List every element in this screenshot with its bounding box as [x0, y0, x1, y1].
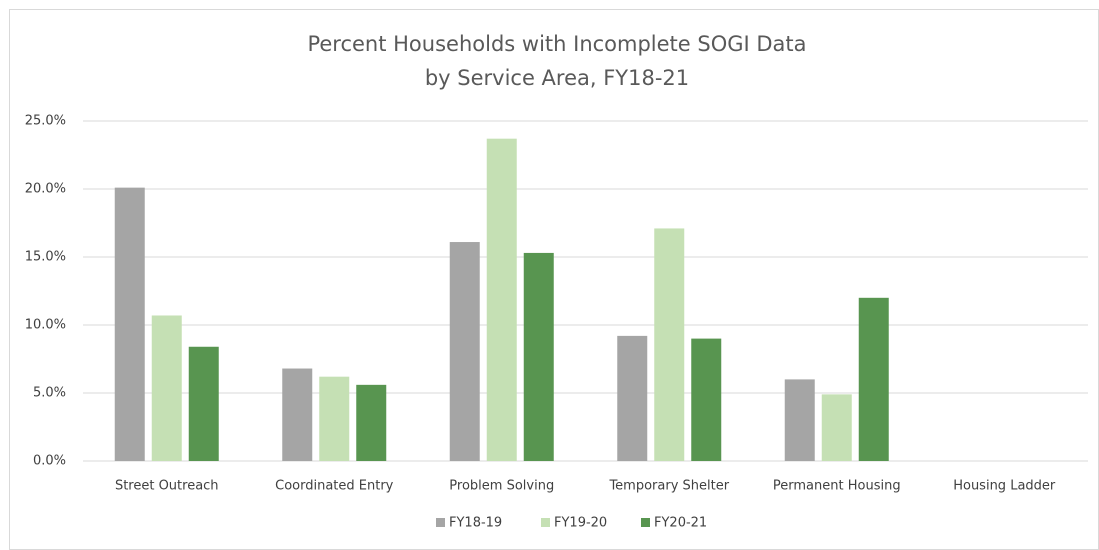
bar [523, 252, 554, 461]
bar [282, 368, 313, 461]
legend-label: FY18-19 [449, 516, 502, 531]
y-tick-label: 0.0% [33, 454, 66, 469]
x-tick-label: Street Outreach [115, 479, 219, 494]
y-tick-label: 20.0% [25, 182, 66, 197]
chart-title: Percent Households with Incomplete SOGI … [307, 32, 806, 56]
legend-swatch [641, 518, 650, 527]
bar [319, 376, 350, 461]
bar [691, 338, 722, 461]
bar [449, 242, 480, 461]
legend-swatch [436, 518, 445, 527]
bar [486, 138, 517, 461]
y-tick-label: 15.0% [25, 250, 66, 265]
bar [858, 297, 889, 461]
x-tick-label: Coordinated Entry [275, 479, 394, 494]
bar [188, 346, 219, 461]
bar [151, 315, 182, 461]
legend-swatch [541, 518, 550, 527]
bar [821, 394, 852, 461]
x-tick-label: Permanent Housing [773, 479, 901, 494]
x-tick-label: Problem Solving [449, 479, 554, 494]
y-tick-label: 10.0% [25, 318, 66, 333]
chart-frame [9, 9, 1099, 550]
bar [654, 228, 685, 461]
legend-label: FY20-21 [654, 516, 707, 531]
x-tick-label: Temporary Shelter [608, 479, 729, 494]
bar [784, 379, 815, 461]
bar [114, 187, 145, 461]
x-tick-label: Housing Ladder [953, 479, 1056, 494]
chart-subtitle: by Service Area, FY18-21 [425, 66, 689, 90]
legend-label: FY19-20 [554, 516, 607, 531]
bar [356, 384, 387, 461]
y-tick-label: 25.0% [25, 114, 66, 129]
y-tick-label: 5.0% [33, 386, 66, 401]
bar [617, 335, 648, 461]
